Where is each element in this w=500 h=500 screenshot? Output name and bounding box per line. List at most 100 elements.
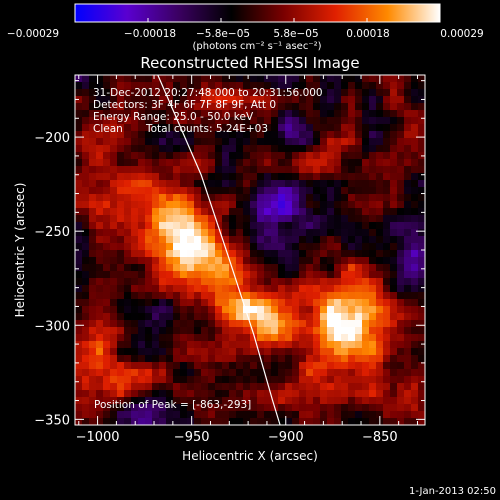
heatmap-cell [236,187,244,195]
heatmap-cell [278,243,286,251]
heatmap-cell [292,159,300,167]
heatmap-cell [110,383,118,391]
heatmap-cell [103,110,111,118]
heatmap-cell [208,397,216,405]
heatmap-cell [292,250,300,258]
heatmap-cell [334,404,342,412]
heatmap-cell [327,110,335,118]
heatmap-cell [194,229,202,237]
heatmap-cell [201,383,209,391]
heatmap-cell [383,334,391,342]
heatmap-cell [89,313,97,321]
heatmap-cell [194,285,202,293]
heatmap-cell [355,166,363,174]
heatmap-cell [250,257,258,265]
heatmap-cell [404,327,412,335]
heatmap-cell [236,313,244,321]
heatmap-cell [166,138,174,146]
heatmap-cell [299,222,307,230]
heatmap-cell [159,159,167,167]
heatmap-cell [152,138,160,146]
heatmap-cell [201,138,209,146]
heatmap-cell [222,82,230,90]
heatmap-cell [334,173,342,181]
heatmap-cell [278,110,286,118]
heatmap-cell [299,75,307,83]
heatmap-cell [194,341,202,349]
heatmap-cell [152,173,160,181]
heatmap-cell [187,215,195,223]
heatmap-cell [201,299,209,307]
heatmap-cell [236,404,244,412]
heatmap-cell [257,334,265,342]
heatmap-cell [124,411,132,419]
heatmap-cell [75,208,83,216]
heatmap-cell [103,152,111,160]
heatmap-cell [166,320,174,328]
heatmap-cell [334,257,342,265]
heatmap-cell [201,173,209,181]
x-tick-label: −900 [268,430,304,445]
heatmap-cell [215,390,223,398]
heatmap-cell [145,278,153,286]
heatmap-cell [229,257,237,265]
heatmap-cell [201,306,209,314]
heatmap-cell [257,117,265,125]
heatmap-cell [334,327,342,335]
heatmap-cell [418,103,425,111]
heatmap-cell [271,271,279,279]
heatmap-cell [306,243,314,251]
heatmap-cell [201,166,209,174]
heatmap-cell [222,397,230,405]
heatmap-cell [306,222,314,230]
heatmap-cell [75,383,83,391]
heatmap-cell [131,173,139,181]
heatmap-cell [222,75,230,83]
heatmap-cell [348,299,356,307]
heatmap-cell [187,390,195,398]
heatmap-cell [110,390,118,398]
heatmap-cell [110,208,118,216]
heatmap-cell [376,362,384,370]
heatmap-cell [383,187,391,195]
heatmap-cell [145,194,153,202]
heatmap-cell [103,278,111,286]
heatmap-cell [117,292,125,300]
heatmap-cell [138,383,146,391]
heatmap-cell [145,173,153,181]
heatmap-cell [383,292,391,300]
heatmap-cell [306,152,314,160]
heatmap-cell [285,257,293,265]
heatmap-cell [362,390,370,398]
heatmap-cell [404,404,412,412]
heatmap-cell [306,159,314,167]
heatmap-cell [236,397,244,405]
heatmap-cell [376,264,384,272]
heatmap-cell [278,348,286,356]
heatmap-cell [278,82,286,90]
heatmap-cell [138,313,146,321]
heatmap-cell [208,159,216,167]
heatmap-cell [285,229,293,237]
heatmap-cell [320,306,328,314]
heatmap-cell [82,362,90,370]
heatmap-cell [159,117,167,125]
heatmap-cell [187,369,195,377]
heatmap-cell [299,348,307,356]
heatmap-cell [411,243,419,251]
heatmap-cell [124,355,132,363]
heatmap-cell [229,404,237,412]
heatmap-cell [250,320,258,328]
heatmap-cell [327,411,335,419]
heatmap-cell [215,341,223,349]
heatmap-cell [89,166,97,174]
heatmap-cell [75,376,83,384]
heatmap-cell [138,411,146,419]
heatmap-cell [327,271,335,279]
heatmap-cell [397,180,405,188]
heatmap-cell [138,173,146,181]
heatmap-cell [369,271,377,279]
heatmap-cell [229,397,237,405]
heatmap-cell [215,313,223,321]
heatmap-cell [376,138,384,146]
